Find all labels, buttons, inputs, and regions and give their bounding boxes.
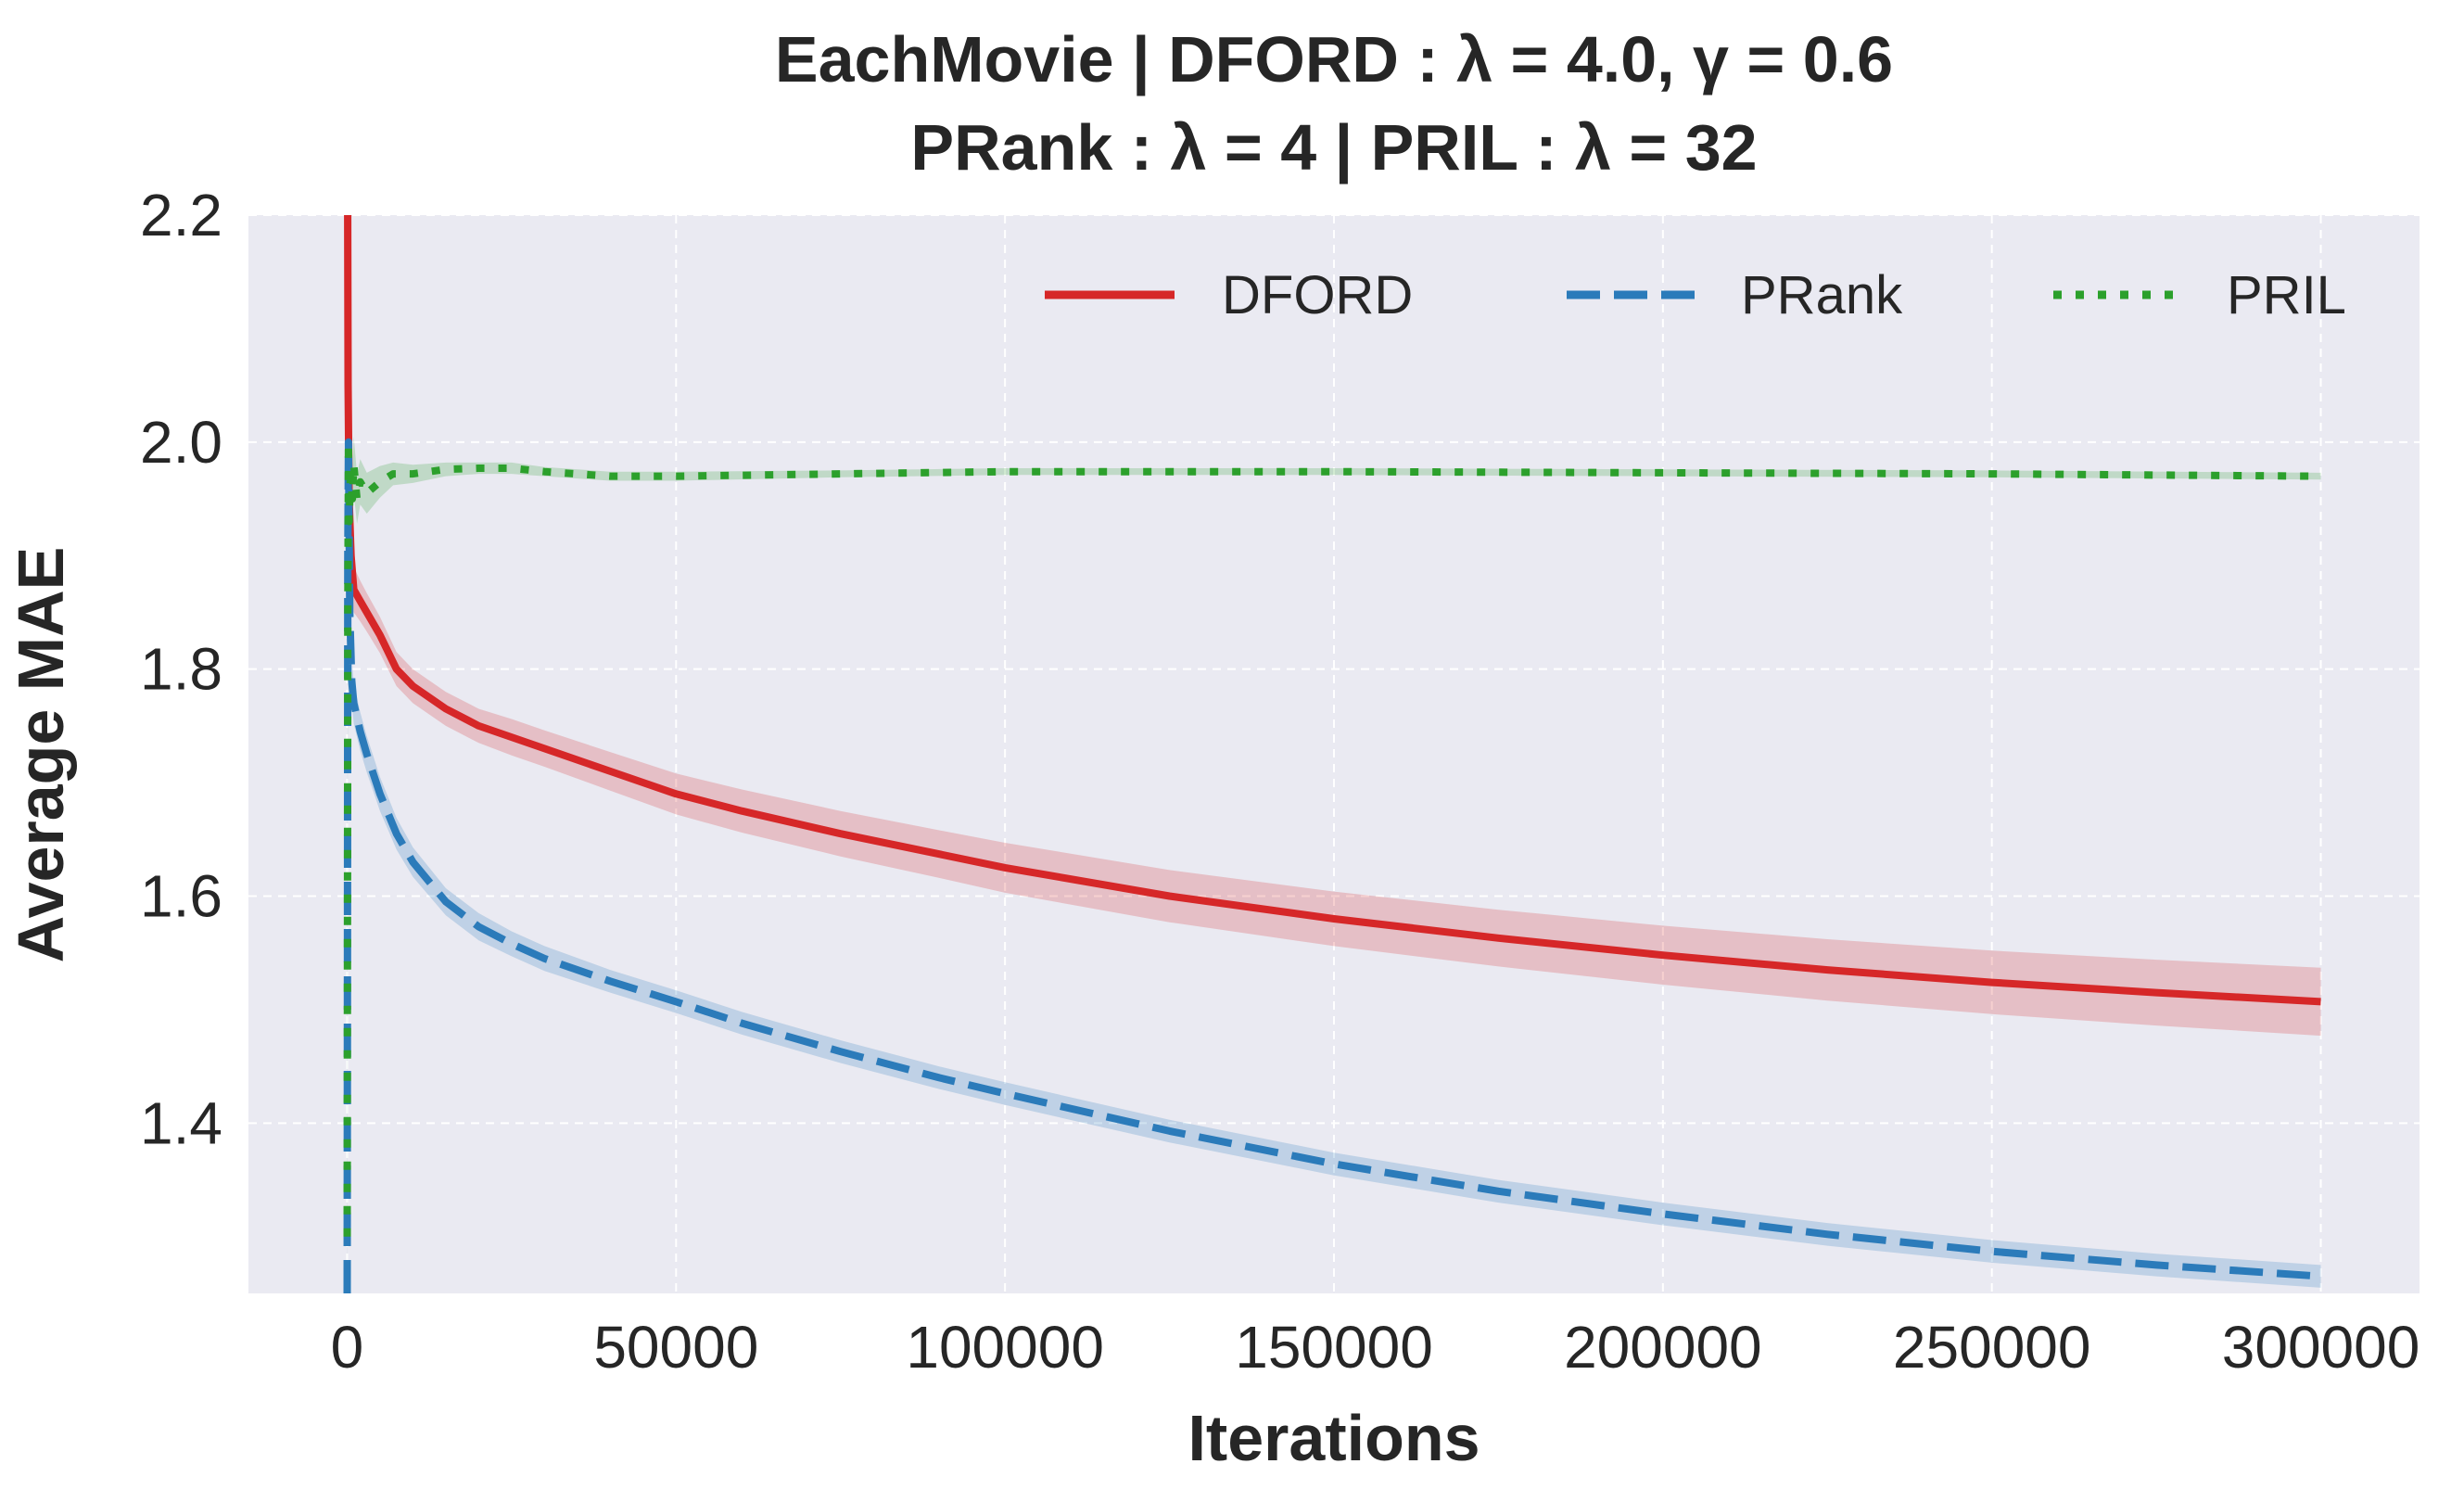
series-line-dford: [344, 215, 2321, 1006]
y-axis-label: Average MAE: [5, 547, 77, 963]
series-lines: [343, 215, 2321, 1293]
series-line-pril: [343, 438, 2321, 1237]
x-tick-label: 250000: [1893, 1314, 2091, 1381]
x-tick-label: 300000: [2222, 1314, 2420, 1381]
y-tick-label: 1.6: [140, 863, 222, 930]
legend-label-dford: DFORD: [1222, 265, 1413, 325]
chart-title-line-1: EachMovie | DFORD : λ = 4.0, γ = 0.6: [775, 23, 1893, 96]
x-tick-label: 150000: [1235, 1314, 1433, 1381]
tick-labels: 0 50000 100000 150000 200000 250000 300000 1.4 1…: [140, 182, 2420, 1381]
series-line-prank: [343, 438, 2321, 1293]
legend-label-prank: PRank: [1741, 265, 1903, 325]
x-tick-label: 0: [331, 1314, 364, 1381]
chart-title-line-2: PRank : λ = 4 | PRIL : λ = 32: [910, 111, 1757, 185]
y-tick-label: 2.2: [140, 182, 222, 248]
legend: DFORD PRank PRIL: [1045, 265, 2346, 325]
x-tick-label: 100000: [906, 1314, 1104, 1381]
x-axis-label: Iterations: [1188, 1402, 1480, 1474]
y-tick-label: 1.8: [140, 636, 222, 703]
y-tick-label: 2.0: [140, 409, 222, 476]
y-tick-label: 1.4: [140, 1089, 222, 1156]
x-tick-label: 50000: [593, 1314, 758, 1381]
x-tick-label: 200000: [1564, 1314, 1762, 1381]
legend-label-pril: PRIL: [2227, 265, 2346, 325]
